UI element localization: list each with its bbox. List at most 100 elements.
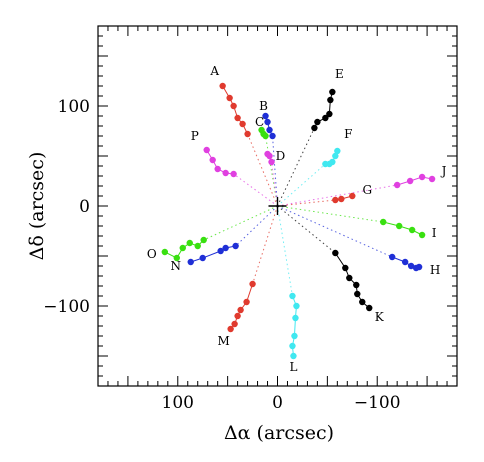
data-point-G [338,195,345,203]
series-label-G: G [362,183,372,197]
series-label-E: E [335,67,344,81]
data-point-F [332,152,339,160]
data-point-N [222,244,229,252]
data-point-A [239,120,246,128]
data-point-A [234,114,241,122]
guide-line-O [203,205,278,241]
data-point-G [349,192,356,200]
data-point-M [237,306,244,314]
series-label-B: B [259,99,268,113]
data-point-H [412,264,420,272]
data-point-O [173,254,180,262]
data-point-I [408,226,416,234]
series-label-N: N [171,259,182,273]
x-axis-label: Δα (arcsec) [224,422,334,444]
data-point-O [194,242,201,250]
series-label-C: C [255,115,264,129]
data-point-B [266,126,273,134]
guide-line-K [277,205,336,254]
y-tick-label: 0 [79,197,90,217]
guide-line-G [277,199,336,207]
data-point-I [380,218,387,226]
guide-lines [203,127,398,297]
data-point-D [266,152,273,160]
data-point-I [418,231,426,239]
guide-line-F [277,163,326,207]
data-point-K [346,274,353,282]
series-label-D: D [276,149,286,163]
data-point-B [264,118,271,126]
series-label-O: O [147,247,157,261]
data-point-A [244,130,251,138]
data-point-M [243,298,250,306]
data-point-L [292,314,299,322]
data-point-P [203,146,210,154]
series-label-J: J [440,164,447,178]
data-point-K [366,304,373,312]
data-point-L [290,352,297,360]
series-label-F: F [344,127,352,141]
x-tick-label: 100 [162,393,194,413]
y-axis-label: Δδ (arcsec) [26,152,48,261]
data-point-E [322,114,329,122]
data-point-D [268,158,275,166]
series-label-P: P [191,129,199,143]
series-label-A: A [209,64,219,78]
guide-line-M [252,205,278,285]
series-label-M: M [218,334,230,348]
data-point-K [359,298,366,306]
data-point-E [327,96,334,104]
data-point-O [186,239,193,247]
data-point-J [428,175,436,183]
data-point-E [329,88,336,96]
data-point-K [342,264,349,272]
data-point-B [262,112,269,120]
data-point-A [219,82,226,90]
data-point-M [231,320,238,328]
series-label-K: K [375,310,385,324]
data-point-N [199,254,206,262]
data-point-A [226,94,233,102]
data-point-H [388,253,396,261]
data-point-M [227,325,234,333]
data-point-B [269,132,276,140]
y-tick-label: 100 [58,97,90,117]
data-point-P [230,170,237,178]
guide-line-C [265,135,278,207]
guide-line-L [277,205,293,297]
data-point-M [234,312,241,320]
guide-line-H [277,205,393,258]
x-tick-label: −100 [354,393,401,413]
data-point-K [354,290,361,298]
data-point-L [289,342,296,350]
data-point-C [262,132,269,140]
series-label-H: H [430,263,440,277]
guide-line-D [271,161,278,207]
data-point-N [232,242,239,250]
center-marker [268,197,287,215]
data-point-F [334,147,341,155]
data-point-M [249,280,256,288]
data-point-G [332,196,339,204]
data-point-E [311,124,318,132]
data-point-L [291,332,298,340]
guide-line-J [277,184,398,207]
data-point-H [407,262,415,270]
data-point-H [401,258,409,266]
guide-line-B [272,135,278,207]
data-point-K [332,249,339,257]
data-point-A [230,102,237,110]
data-point-O [179,244,186,252]
data-point-J [393,181,401,189]
series-label-L: L [289,360,297,374]
data-point-I [395,222,403,230]
axis-ticks [98,26,457,386]
data-point-P [222,169,229,177]
data-point-J [406,177,414,185]
data-point-O [161,248,169,256]
data-point-P [214,165,221,173]
data-point-E [326,110,333,118]
data-point-E [314,118,321,126]
